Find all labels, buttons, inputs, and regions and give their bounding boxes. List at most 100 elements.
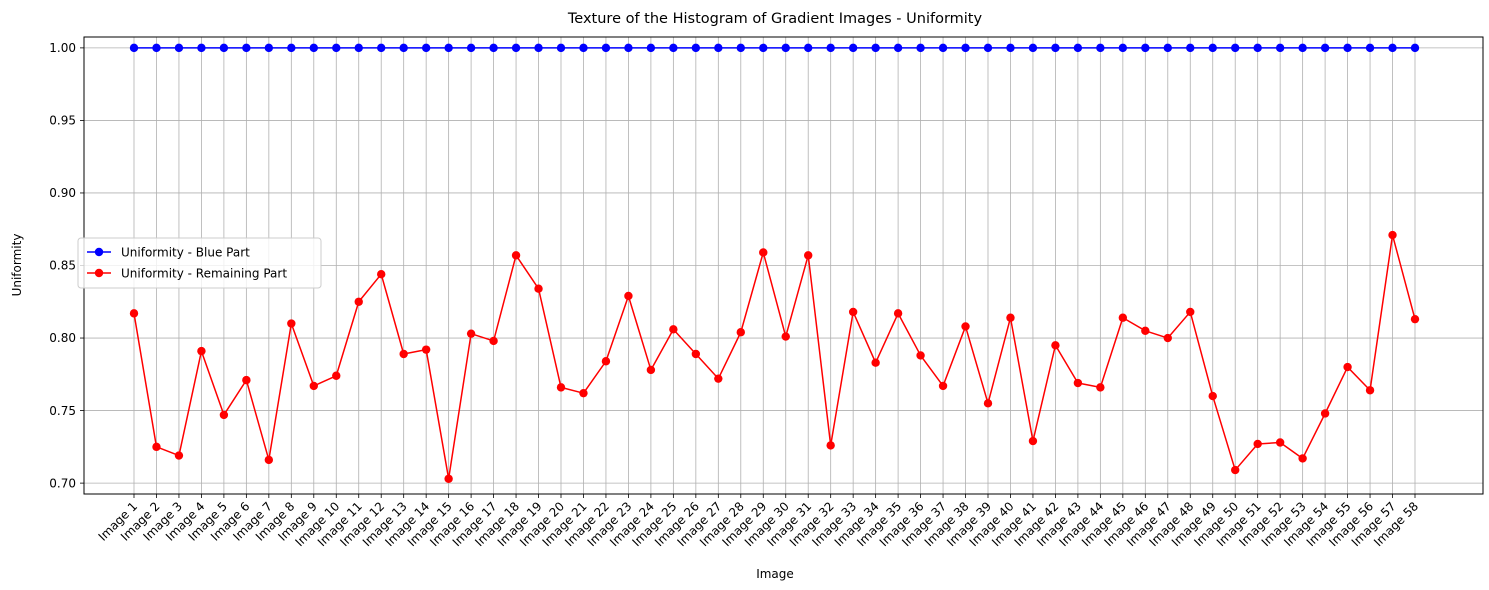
data-point <box>736 43 745 53</box>
data-point <box>1320 43 1330 53</box>
data-point <box>242 43 251 53</box>
data-point <box>556 43 566 53</box>
data-point <box>534 284 543 293</box>
data-point <box>1231 465 1240 475</box>
data-point <box>466 43 476 53</box>
data-point <box>961 322 970 331</box>
data-point <box>1163 43 1172 53</box>
data-point <box>1231 43 1240 53</box>
data-point <box>736 328 745 337</box>
data-point <box>714 374 723 383</box>
data-point <box>983 399 993 408</box>
data-point <box>1006 313 1015 322</box>
data-point <box>421 345 431 354</box>
data-point <box>287 319 296 328</box>
y-tick-label: 0.75 <box>49 404 76 418</box>
data-point <box>1073 43 1083 53</box>
y-axis-label: Uniformity <box>10 234 24 297</box>
data-point <box>1028 436 1038 446</box>
data-point <box>916 43 925 53</box>
data-point <box>1006 43 1015 53</box>
data-point <box>601 43 611 53</box>
data-point <box>354 297 363 306</box>
data-point <box>1275 43 1285 53</box>
y-tick-label: 0.90 <box>49 186 76 200</box>
data-point <box>129 43 139 53</box>
data-point <box>871 358 880 367</box>
data-point <box>242 375 251 385</box>
data-point <box>197 346 206 356</box>
data-point <box>174 451 184 460</box>
data-point <box>1051 341 1060 350</box>
y-axis: 0.70 0.75 0.80 0.85 0.90 0.95 1.00 <box>49 41 84 490</box>
data-point <box>1141 326 1150 335</box>
data-point <box>691 349 701 359</box>
y-tick-label: 0.70 <box>49 476 76 490</box>
data-point <box>1253 43 1262 53</box>
data-point <box>556 383 566 392</box>
data-point <box>938 381 948 391</box>
data-point <box>1253 439 1262 449</box>
data-point <box>669 43 678 53</box>
data-point <box>421 43 431 53</box>
data-point <box>129 309 139 318</box>
data-point <box>152 43 161 53</box>
data-point <box>287 43 296 53</box>
data-point <box>848 307 858 317</box>
data-point <box>601 357 611 366</box>
grid <box>84 37 1483 494</box>
data-point <box>759 248 768 257</box>
data-point <box>399 43 408 53</box>
data-point <box>624 291 633 301</box>
data-point <box>1051 43 1060 53</box>
series-0 <box>129 43 1420 53</box>
data-point <box>1028 43 1038 53</box>
chart-title: Texture of the Histogram of Gradient Ima… <box>567 11 983 27</box>
y-tick-label: 0.80 <box>49 331 76 345</box>
data-point <box>1365 43 1375 53</box>
data-point <box>511 43 521 53</box>
data-point <box>579 388 588 398</box>
data-point <box>961 43 970 53</box>
data-point <box>399 349 408 359</box>
data-point <box>624 43 633 53</box>
data-point <box>377 43 386 53</box>
data-point <box>466 329 476 338</box>
data-point <box>1343 362 1352 372</box>
data-point <box>489 336 498 346</box>
data-point <box>781 332 790 341</box>
data-point <box>219 410 229 420</box>
data-point <box>264 43 274 53</box>
data-point <box>332 43 341 53</box>
data-point <box>197 43 206 53</box>
data-point <box>1298 454 1307 463</box>
data-point <box>444 43 453 53</box>
data-point <box>1096 43 1105 53</box>
data-point <box>691 43 701 53</box>
data-point <box>669 325 678 334</box>
x-axis-label: Image <box>756 567 794 581</box>
data-point <box>871 43 880 53</box>
data-point <box>1118 313 1128 322</box>
data-point <box>174 43 184 53</box>
legend-label-red: Uniformity - Remaining Part <box>121 267 287 281</box>
data-point <box>152 442 161 452</box>
data-point <box>826 441 835 450</box>
data-point <box>511 251 521 260</box>
data-point <box>579 43 588 53</box>
legend-marker-blue <box>94 247 104 257</box>
data-point <box>534 43 543 53</box>
data-point <box>1298 43 1307 53</box>
data-point <box>804 251 813 260</box>
data-point <box>309 43 318 53</box>
data-point <box>1343 43 1352 53</box>
data-point <box>1388 43 1397 53</box>
data-point <box>804 43 813 53</box>
data-point <box>1073 378 1083 388</box>
legend-marker-red <box>94 268 104 278</box>
data-point <box>354 43 363 53</box>
data-point <box>893 309 903 318</box>
data-point <box>1320 409 1330 418</box>
